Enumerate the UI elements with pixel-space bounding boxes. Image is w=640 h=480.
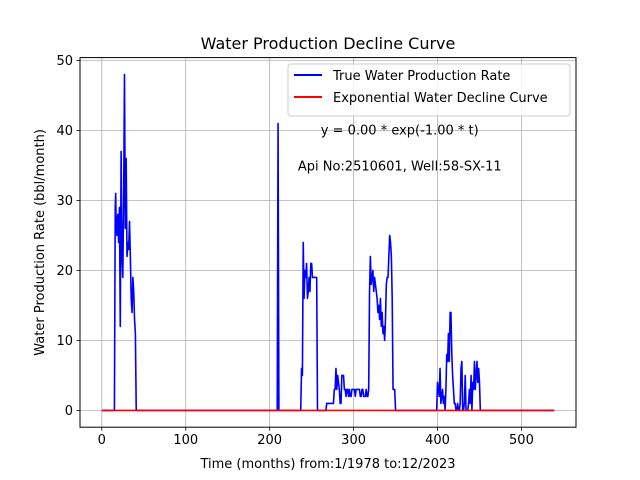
series-line-true-rate xyxy=(101,73,555,412)
x-axis-label: Time (months) from:1/1978 to:12/2023 xyxy=(199,457,455,472)
x-tick-label: 500 xyxy=(509,433,534,448)
chart-title: Water Production Decline Curve xyxy=(201,34,456,53)
y-tick-label: 30 xyxy=(56,194,73,209)
annotations: y = 0.00 * exp(-1.00 * t) Api No:2510601,… xyxy=(298,124,502,175)
axis-ticks: 0 100 200 300 400 500 0 10 20 30 40 50 xyxy=(56,54,533,448)
y-axis-label: Water Production Rate (bbl/month) xyxy=(33,129,48,356)
legend-frame xyxy=(287,63,571,117)
y-tick-label: 40 xyxy=(56,124,73,139)
legend-label-true-rate: True Water Production Rate xyxy=(332,69,510,84)
x-tick-label: 400 xyxy=(425,433,450,448)
x-tick-label: 100 xyxy=(173,433,198,448)
plot-frame xyxy=(79,57,577,428)
grid xyxy=(80,57,576,428)
x-tick-label: 0 xyxy=(98,433,106,448)
x-tick-label: 200 xyxy=(257,433,282,448)
y-tick-label: 10 xyxy=(56,334,73,349)
y-tick-label: 20 xyxy=(56,264,73,279)
y-tick-label: 50 xyxy=(56,54,73,69)
series-layer xyxy=(101,73,555,412)
y-tick-label: 0 xyxy=(65,404,73,419)
annotation-text: y = 0.00 * exp(-1.00 * t) xyxy=(321,124,479,139)
legend: True Water Production Rate Exponential W… xyxy=(287,63,571,117)
legend-label-exponential-curve: Exponential Water Decline Curve xyxy=(333,91,548,106)
annotation-text: Api No:2510601, Well:58-SX-11 xyxy=(298,159,502,174)
x-tick-label: 300 xyxy=(341,433,366,448)
